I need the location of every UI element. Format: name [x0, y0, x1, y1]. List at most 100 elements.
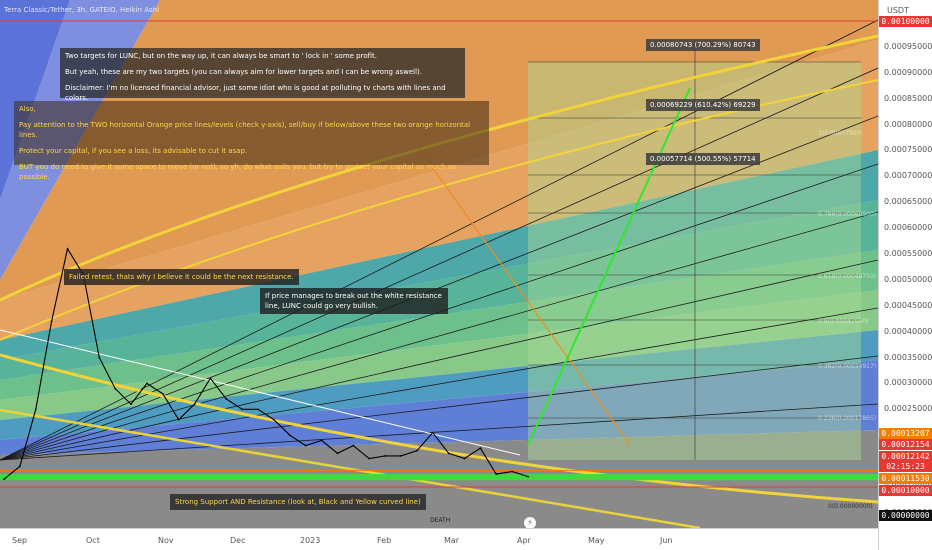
price-badge: 0.00000000 — [879, 510, 932, 521]
price-point — [161, 392, 164, 395]
price-point — [527, 475, 529, 478]
breakout-note: If price manages to break out the white … — [260, 288, 448, 314]
y-tick-label: 0.00095000 — [884, 41, 932, 51]
death-label: DEATH — [430, 517, 451, 524]
fan-line — [0, 259, 878, 461]
price-badge: 0.00100000 — [879, 16, 932, 27]
fib-label: 0.786(0.00060500) — [818, 211, 877, 218]
price-series-line — [3, 247, 529, 480]
y-tick-label: 0.00070000 — [884, 171, 932, 181]
orange-target-arrow — [419, 149, 631, 446]
green-target-arrow — [527, 87, 691, 446]
y-tick-label: 0.00055000 — [884, 249, 932, 258]
yellow-support-curve — [0, 353, 878, 504]
y-tick-label: 0.00060000 — [884, 223, 932, 233]
x-tick-label: 2023 — [300, 536, 321, 545]
fan-band — [0, 290, 878, 420]
x-tick-label: Oct — [86, 536, 100, 545]
price-point — [495, 473, 498, 475]
also-note-line: Pay attention to the TWO horizontal Oran… — [19, 121, 471, 139]
price-point — [146, 382, 148, 385]
price-point — [177, 418, 180, 421]
price-badge: 0.00011530 — [879, 473, 932, 484]
y-tick-label: 0.00045000 — [884, 300, 932, 310]
fan-band — [0, 150, 878, 360]
price-point — [66, 247, 69, 250]
price-point — [352, 444, 355, 447]
price-point — [447, 452, 450, 455]
x-tick-label: Feb — [377, 536, 392, 545]
price-badge: 0.00010000 — [879, 485, 932, 496]
price-point — [130, 403, 132, 406]
support-band — [0, 474, 878, 481]
price-badge: 0.00013207 — [879, 428, 932, 439]
fib-label: 0.618(0.00048750) — [818, 273, 877, 280]
target-label: 0.00080743 (700.29%) 80743 — [646, 39, 760, 51]
price-point — [193, 403, 196, 406]
price-point — [225, 398, 228, 400]
time-axis[interactable] — [0, 528, 878, 550]
price-point — [479, 447, 482, 450]
x-tick-label: Dec — [230, 536, 246, 545]
price-point — [98, 356, 101, 359]
also-note-line: Protect your capital, if you see a loss,… — [19, 147, 248, 155]
fan-line — [0, 355, 878, 461]
price-point — [511, 470, 514, 473]
price-point — [288, 434, 291, 437]
also-note-line: Also, — [19, 105, 36, 113]
fan-line — [0, 19, 878, 461]
fan-band — [0, 360, 878, 455]
y-tick-label: 0.00065000 — [884, 197, 932, 207]
targets-note-line: But yeah, these are my two targets (you … — [65, 68, 423, 76]
price-point — [257, 408, 259, 411]
y-tick-label: 0.00085000 — [884, 93, 932, 103]
fan-band — [0, 330, 878, 440]
targets-note: Two targets for LUNC, but on the way up,… — [60, 48, 465, 102]
chart-title: Terra Classic/Tether, 3h, GATEIO, Heikin… — [4, 6, 160, 14]
fan-line — [0, 67, 878, 461]
price-point — [320, 439, 323, 442]
fan-line — [0, 403, 878, 461]
price-point — [368, 457, 371, 460]
price-point — [209, 377, 212, 380]
projection-zone — [528, 62, 861, 460]
fib-label: 0.382(0.00034917) — [818, 363, 877, 370]
fan-band — [0, 250, 878, 400]
fib-label: 1(0.00077500) — [818, 130, 863, 137]
price-point — [400, 455, 402, 457]
price-point — [34, 408, 37, 411]
price-point — [431, 431, 434, 434]
y-tick-label: 0.00025000 — [884, 404, 932, 414]
target-label: 0.00057714 (500.55%) 57714 — [646, 153, 760, 165]
fib-label: 0.236(0.00017865) — [818, 415, 877, 422]
failed-retest-note: Failed retest, thats why I believe it co… — [64, 269, 299, 285]
targets-note-line: Disclaimer: I'm no licensed financial ad… — [65, 84, 446, 102]
price-point — [415, 449, 418, 452]
y-tick-label: 0.00040000 — [884, 326, 932, 336]
yellow-curve-lower — [0, 79, 878, 341]
y-tick-label: 0.00075000 — [884, 145, 932, 155]
price-point — [18, 465, 21, 468]
fib-label: 0.5(0.00041950) — [818, 318, 869, 325]
also-note-line: BUT you do need to give it some space to… — [19, 163, 456, 181]
fan-line — [0, 211, 878, 461]
also-note: Also, Pay attention to the TWO horizonta… — [14, 101, 489, 181]
x-tick-label: Jun — [660, 536, 673, 545]
currency-label: USDT — [887, 6, 909, 15]
price-point — [384, 455, 386, 457]
price-point — [50, 320, 53, 323]
yellow-downtrend-line — [0, 408, 701, 528]
y-tick-label: 0.00030000 — [884, 378, 932, 388]
fib-label: 0(0.00000000) — [828, 503, 873, 510]
price-point — [463, 457, 466, 460]
price-point — [114, 387, 117, 390]
price-chart[interactable] — [0, 0, 878, 528]
price-badge: 0.00012142 — [879, 451, 932, 462]
price-point — [304, 444, 307, 447]
price-point — [273, 418, 275, 421]
x-tick-label: May — [588, 536, 605, 545]
x-tick-label: Apr — [517, 536, 531, 545]
price-point — [336, 452, 339, 455]
y-tick-label: 0.00080000 — [884, 119, 932, 129]
